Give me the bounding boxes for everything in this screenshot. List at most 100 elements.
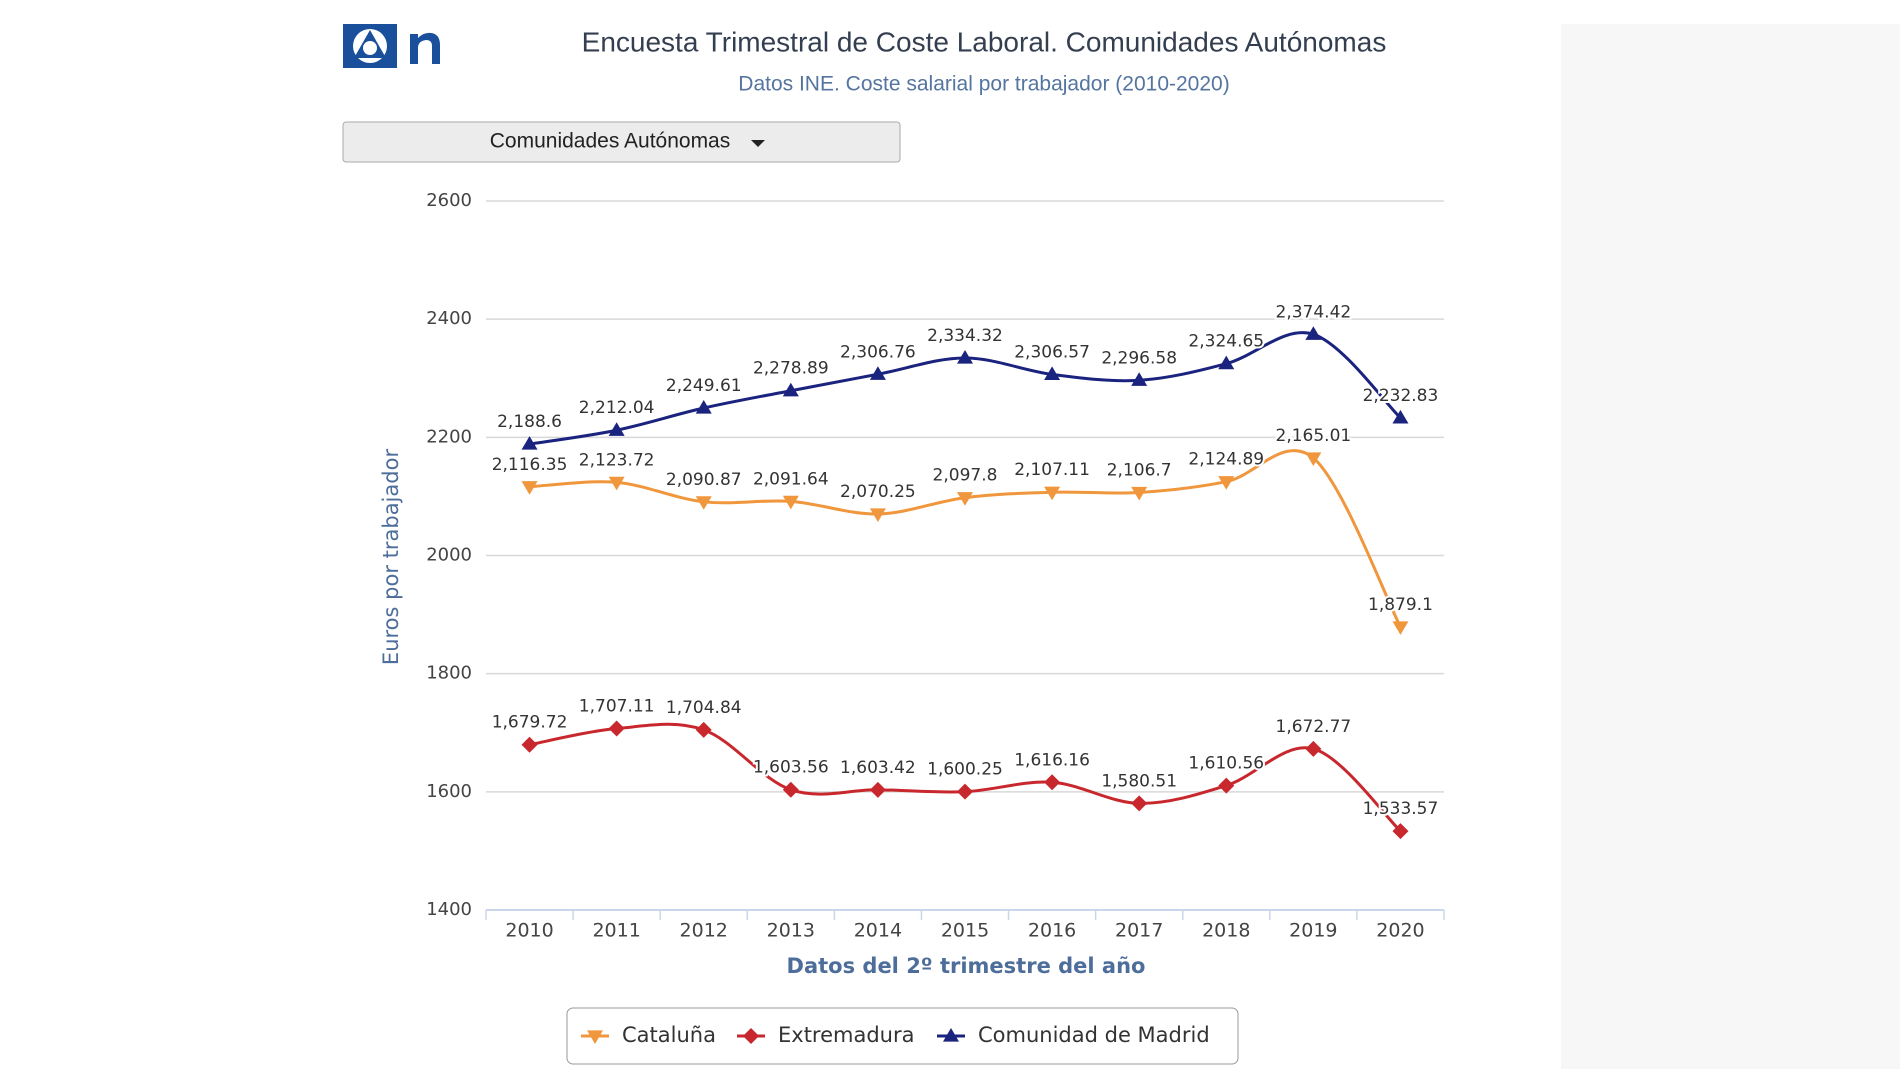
y-tick-label: 2600 (426, 190, 472, 211)
series: 2,188.6 2,212.04 2,249.61 2,278.89 2,306.76 2… (495, 300, 1440, 450)
data-label: 1,600.25 (927, 760, 1003, 780)
marker (1218, 777, 1235, 794)
data-label: 2,278.89 (753, 359, 829, 379)
marker (782, 495, 799, 510)
marker (1131, 372, 1148, 386)
dropdown-button[interactable]: Comunidades Autónomas (342, 121, 901, 163)
data-label: 1,616.16 (1014, 750, 1090, 770)
marker (695, 400, 712, 414)
marker (1392, 823, 1409, 840)
data-label: 1,603.56 (753, 758, 829, 778)
legend-item: Extremadura (737, 1023, 915, 1047)
x-tick-label: 2020 (1376, 920, 1424, 942)
data-label: 2,116.35 (492, 455, 568, 475)
y-tick-label: 2200 (426, 426, 472, 447)
data-label: 2,106.7 (1107, 460, 1172, 480)
data-label: 2,306.57 (1014, 342, 1090, 362)
y-axis-title: Euros por trabajador (379, 449, 403, 666)
marker (743, 1028, 759, 1044)
chart-subtitle: Datos INE. Coste salarial por trabajador… (738, 73, 1229, 96)
data-label: 2,097.8 (933, 466, 998, 486)
data-label: 2,374.42 (1276, 302, 1352, 322)
marker (1305, 326, 1322, 340)
legend-item: Cataluña (581, 1023, 716, 1047)
x-tick-label: 2011 (592, 920, 640, 942)
x-tick-label: 2019 (1289, 920, 1337, 942)
data-label: 2,249.61 (666, 376, 742, 396)
marker (869, 781, 886, 798)
dropdown-label[interactable]: Comunidades Autónomas (490, 130, 731, 153)
marker (782, 781, 799, 798)
marker (1392, 409, 1409, 424)
x-tick-label: 2015 (941, 920, 989, 942)
x-tick-label: 2017 (1115, 920, 1163, 942)
marker (1044, 366, 1061, 380)
data-label: 1,603.42 (840, 758, 916, 778)
marker (957, 349, 973, 364)
data-label: 2,188.6 (497, 412, 562, 432)
marker (1044, 486, 1061, 501)
data-label: 1,610.56 (1188, 754, 1264, 774)
data-label: 2,296.58 (1101, 348, 1177, 368)
data-label: 2,334.32 (927, 326, 1003, 346)
series-line (529, 449, 1402, 628)
marker (1305, 452, 1322, 467)
marker (957, 783, 973, 800)
legend-box (566, 1007, 1239, 1065)
marker (1218, 355, 1235, 370)
y-tick-label: 2400 (426, 308, 472, 329)
marker (1044, 774, 1061, 791)
marker (869, 366, 886, 380)
data-label: 1,672.77 (1276, 717, 1352, 737)
marker (943, 1028, 959, 1042)
data-label: 2,165.01 (1276, 426, 1352, 446)
dropdown-caret (751, 140, 765, 147)
marker (869, 508, 886, 522)
data-label: 2,107.11 (1014, 460, 1090, 480)
x-tick-label: 2016 (1028, 920, 1076, 942)
marker (782, 382, 799, 397)
logo (343, 24, 440, 68)
marker (587, 1030, 603, 1044)
marker (957, 492, 973, 506)
x-tick-label: 2014 (854, 920, 902, 942)
data-label: 1,580.51 (1101, 771, 1177, 791)
data-label: 2,306.76 (840, 342, 916, 362)
data-label: 2,091.64 (753, 469, 829, 489)
data-label: 1,704.84 (666, 698, 742, 718)
y-tick-label: 1400 (426, 899, 472, 920)
x-tick-label: 2012 (680, 920, 728, 942)
y-tick-label: 2000 (426, 545, 472, 566)
marker (521, 436, 538, 450)
x-tick-label: 2013 (767, 920, 815, 942)
marker (1305, 740, 1322, 757)
data-label: 2,324.65 (1188, 332, 1264, 352)
marker (1131, 795, 1148, 812)
marker (1131, 486, 1148, 501)
data-label: 2,124.89 (1188, 450, 1264, 470)
legend-label: Cataluña (622, 1023, 716, 1047)
y-tick-label: 1800 (426, 663, 472, 684)
chart-title: Encuesta Trimestral de Coste Laboral. Co… (582, 26, 1387, 57)
side-panel (1561, 24, 1900, 1069)
marker (608, 422, 625, 436)
data-label: 2,070.25 (840, 482, 916, 502)
legend-label: Comunidad de Madrid (978, 1023, 1210, 1047)
marker (608, 720, 625, 737)
data-label: 1,679.72 (492, 713, 568, 733)
data-label: 1,707.11 (579, 697, 655, 717)
data-label: 2,212.04 (579, 398, 655, 418)
data-label: 1,879.1 (1368, 595, 1433, 615)
data-label: 2,123.72 (579, 450, 655, 470)
dropdown-box[interactable] (342, 121, 901, 163)
series: 1,679.72 1,707.11 1,704.84 1,603.56 1,603.42… (490, 695, 1440, 840)
marker (521, 736, 538, 753)
x-axis-title: Datos del 2º trimestre del año (787, 954, 1146, 978)
marker (695, 721, 712, 738)
data-label: 2,090.87 (666, 470, 742, 490)
y-tick-label: 1600 (426, 781, 472, 802)
data-label: 2,232.83 (1363, 386, 1439, 406)
x-tick-label: 2018 (1202, 920, 1250, 942)
